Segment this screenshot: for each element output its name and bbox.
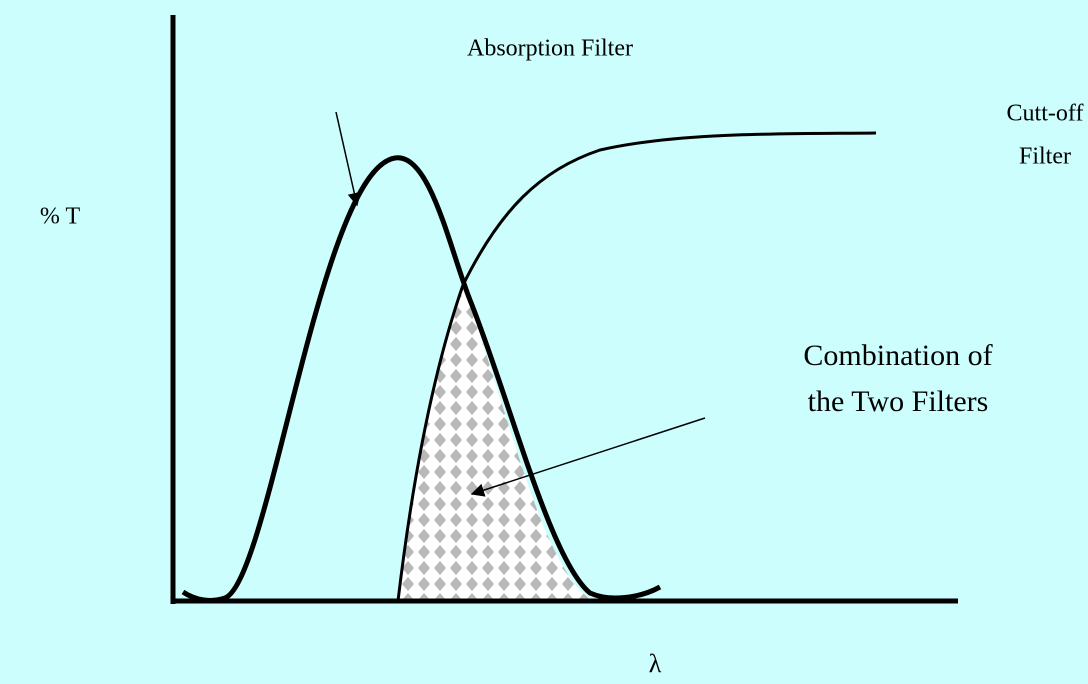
- x-axis-label: λ: [649, 649, 662, 678]
- combination-label: the Two Filters: [808, 385, 989, 418]
- cutoff-label: Cutt-off: [1007, 101, 1084, 127]
- combination-arrow: [470, 417, 706, 497]
- cutoff-curve: [396, 131, 877, 602]
- title: Absorption Filter: [467, 36, 633, 62]
- combination-area: [398, 285, 595, 601]
- combination-label: Combination of: [803, 339, 992, 372]
- cutoff-label: Filter: [1019, 144, 1071, 170]
- absorption-arrow: [335, 111, 361, 207]
- absorption-curve: [181, 155, 662, 603]
- y-axis-label: % T: [40, 204, 81, 230]
